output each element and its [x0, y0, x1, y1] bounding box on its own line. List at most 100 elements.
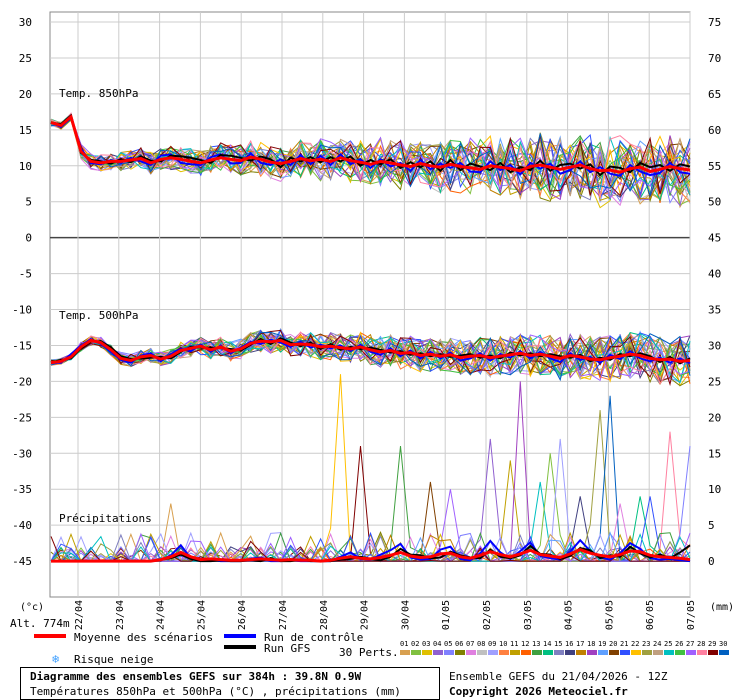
- series-line-t500_mean: [50, 338, 691, 365]
- x-tick-label: 23/04: [115, 600, 126, 630]
- right-tick-label: 5: [708, 519, 715, 532]
- pert-number: 04: [433, 640, 441, 648]
- x-tick-label: 26/04: [237, 600, 248, 630]
- pert-swatch: [422, 650, 432, 655]
- pert-swatch: [609, 650, 619, 655]
- pert-number: 18: [587, 640, 595, 648]
- pert-number: 02: [411, 640, 419, 648]
- left-tick-label: -10: [12, 304, 32, 317]
- left-tick-label: -25: [12, 411, 32, 424]
- legend-mean-label: Moyenne des scénarios: [74, 631, 213, 644]
- pert-number: 08: [477, 640, 485, 648]
- perturbation-legend: 01 02 03 04 05 06 07 08 09 10 11 12 13 14 15 16 17 18 19 20…: [400, 640, 729, 655]
- legend-control-label: Run de contrôle: [264, 631, 363, 644]
- x-tick-label: 25/04: [196, 600, 207, 630]
- right-tick-label: 10: [708, 483, 721, 496]
- pert-number: 25: [664, 640, 672, 648]
- pert-swatch: [576, 650, 586, 655]
- x-tick-label: 29/04: [360, 600, 371, 630]
- pert-swatch: [598, 650, 608, 655]
- pert-swatch: [400, 650, 410, 655]
- pert-line-850: [50, 112, 691, 198]
- x-tick-label: 01/05: [441, 600, 452, 630]
- pert-number: 20: [609, 640, 617, 648]
- right-tick-label: 30: [708, 339, 721, 352]
- pert-number: 23: [642, 640, 650, 648]
- x-tick-label: 24/04: [156, 600, 167, 630]
- pert-swatch: [444, 650, 454, 655]
- pert-number: 10: [499, 640, 507, 648]
- pert-line-precip: [51, 431, 691, 562]
- pert-number: 15: [554, 640, 562, 648]
- right-unit: (mm): [710, 602, 734, 613]
- pert-line-850: [50, 118, 691, 199]
- copyright: Copyright 2026 Meteociel.fr: [449, 685, 628, 698]
- chart-subtitle: Températures 850hPa et 500hPa (°C) , pré…: [30, 685, 401, 698]
- left-tick-label: -35: [12, 483, 32, 496]
- pert-number: 09: [488, 640, 496, 648]
- pert-number: 11: [510, 640, 518, 648]
- left-tick-label: 0: [25, 232, 32, 245]
- pert-swatch: [466, 650, 476, 655]
- pert-swatch: [708, 650, 718, 655]
- left-tick-label: 30: [19, 16, 32, 29]
- chart-title: Diagramme des ensembles GEFS sur 384h : …: [30, 670, 362, 683]
- legend-control-swatch: [224, 634, 256, 638]
- left-tick-label: -20: [12, 375, 32, 388]
- pert-swatch: [521, 650, 531, 655]
- pert-line-500: [50, 331, 691, 382]
- perturbation-lines: [50, 112, 691, 563]
- pert-swatch: [554, 650, 564, 655]
- right-tick-label: 45: [708, 232, 721, 245]
- pert-number: 03: [422, 640, 430, 648]
- right-tick-label: 70: [708, 52, 721, 65]
- left-tick-label: -5: [19, 268, 32, 281]
- right-tick-label: 65: [708, 88, 721, 101]
- panel-label-t850: Temp. 850hPa: [59, 87, 138, 100]
- right-tick-label: 20: [708, 411, 721, 424]
- legend-mean-swatch: [34, 634, 66, 638]
- pert-swatch: [631, 650, 641, 655]
- right-tick-label: 60: [708, 124, 721, 137]
- panel-label-precip: Précipitations: [59, 512, 152, 525]
- x-tick-label: 03/05: [523, 600, 534, 630]
- x-tick-label: 04/05: [564, 600, 575, 630]
- left-tick-label: 25: [19, 52, 32, 65]
- pert-number: 13: [532, 640, 540, 648]
- x-tick-label: 27/04: [278, 600, 289, 630]
- pert-swatch: [543, 650, 553, 655]
- right-tick-label: 15: [708, 447, 721, 460]
- pert-swatch: [510, 650, 520, 655]
- pert-swatch: [411, 650, 421, 655]
- x-tick-label: 30/04: [400, 600, 411, 630]
- pert-number: 28: [697, 640, 705, 648]
- pert-number: 01: [400, 640, 408, 648]
- pert-number: 05: [444, 640, 452, 648]
- pert-swatch: [488, 650, 498, 655]
- pert-swatch: [455, 650, 465, 655]
- left-tick-label: 20: [19, 88, 32, 101]
- pert-swatch: [620, 650, 630, 655]
- pert-line-500: [50, 333, 691, 376]
- left-tick-label: 5: [25, 196, 32, 209]
- left-tick-label: -45: [12, 555, 32, 568]
- plot-frame: [49, 11, 691, 598]
- left-unit: (°c): [20, 602, 44, 613]
- right-tick-label: 55: [708, 160, 721, 173]
- pert-number: 27: [686, 640, 694, 648]
- pert-line-850: [50, 116, 691, 196]
- left-tick-label: 15: [19, 124, 32, 137]
- pert-swatch: [642, 650, 652, 655]
- series-line-t850_mean: [50, 114, 691, 174]
- pert-number: 21: [620, 640, 628, 648]
- panel-label-t500: Temp. 500hPa: [59, 309, 138, 322]
- pert-swatch: [697, 650, 707, 655]
- pert-number: 17: [576, 640, 584, 648]
- pert-swatch: [433, 650, 443, 655]
- title-box: [20, 667, 440, 700]
- pert-swatch: [653, 650, 663, 655]
- x-tick-label: 28/04: [319, 600, 330, 630]
- x-tick-label: 05/05: [604, 600, 615, 630]
- x-tick-label: 22/04: [74, 600, 85, 630]
- left-tick-label: -40: [12, 519, 32, 532]
